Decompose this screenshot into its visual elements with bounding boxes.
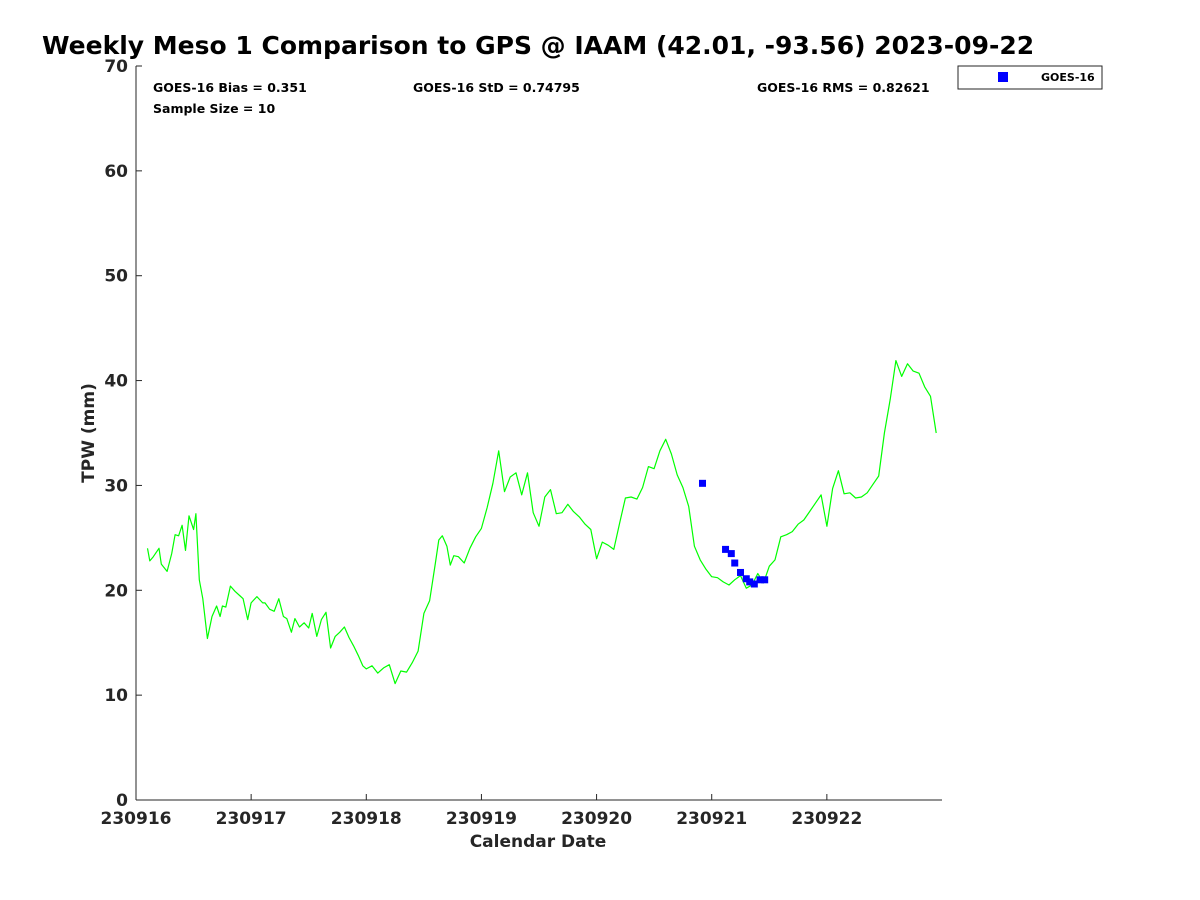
x-tick-label: 230922 [791,809,862,829]
y-tick-label: 10 [104,686,128,706]
chart-title: Weekly Meso 1 Comparison to GPS @ IAAM (… [42,31,1034,60]
legend-marker [998,72,1008,82]
sample-size-stat: Sample Size = 10 [153,101,275,116]
goes-point [750,580,758,588]
gps-series [146,360,937,685]
goes-point [761,576,769,584]
x-tick-label: 230920 [561,809,632,829]
std-stat: GOES-16 StD = 0.74795 [413,80,580,95]
x-tick-label: 230917 [216,809,287,829]
y-tick-label: 30 [104,476,128,496]
goes-point [756,576,764,584]
goes-point [727,550,735,558]
goes-point [731,559,739,567]
x-tick-label: 230918 [331,809,402,829]
y-tick-label: 70 [104,57,128,77]
goes-series [699,479,769,588]
y-tick-label: 40 [104,372,128,392]
legend-box [957,65,1103,90]
rms-stat: GOES-16 RMS = 0.82621 [757,80,930,95]
y-tick-label: 0 [116,791,128,811]
x-axis-ticks: 230916 230917 230918 230919 230920 230921 2309… [101,794,862,829]
goes-point [737,568,744,576]
bias-stat: GOES-16 Bias = 0.351 [153,80,307,95]
y-tick-label: 50 [104,267,128,287]
x-tick-label: 230916 [101,809,172,829]
legend: GOES-16 [957,65,1103,90]
x-axis-label: Calendar Date [470,832,607,852]
gps-tpw-line [146,360,937,685]
x-tick-label: 230921 [676,809,747,829]
goes-point [722,545,730,553]
y-axis-label: TPW (mm) [79,383,99,483]
x-tick-label: 230919 [446,809,517,829]
y-tick-label: 60 [104,162,128,182]
y-tick-label: 20 [104,581,128,601]
goes-point [746,578,754,586]
y-axis-ticks: 0 10 20 30 40 50 60 70 [104,57,142,811]
plot-area [136,66,942,800]
legend-label: GOES-16 [1041,71,1095,84]
goes-point [699,479,707,487]
